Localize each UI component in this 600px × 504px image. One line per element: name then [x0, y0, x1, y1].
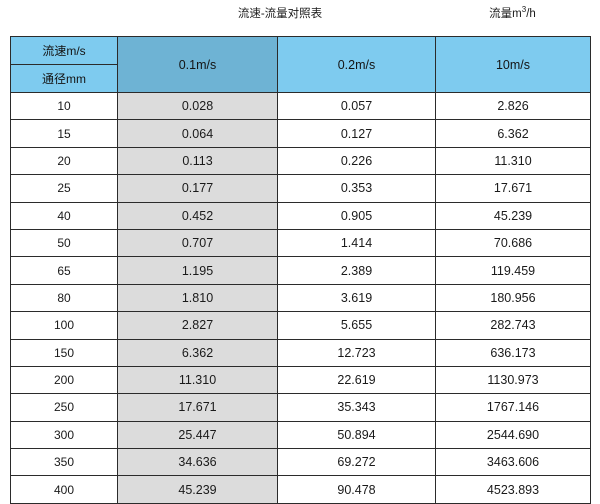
cell-flow-0-2ms: 12.723 — [277, 338, 436, 367]
cell-diameter: 250 — [10, 393, 118, 422]
column-header-0-2ms: 0.2m/s — [277, 36, 436, 93]
cell-flow-0-1ms: 2.827 — [117, 311, 278, 340]
flow-velocity-table-wrapper: 流速m/s 0.1m/s 0.2m/s 10m/s 通径mm 10 0.028 0.… — [10, 36, 591, 504]
flow-velocity-table: 流速m/s 0.1m/s 0.2m/s 10m/s 通径mm 10 0.028 0.… — [10, 36, 591, 504]
cell-flow-0-1ms: 34.636 — [117, 448, 278, 477]
cell-flow-10ms: 1130.973 — [435, 365, 591, 395]
table-row: 80 1.810 3.619 180.956 — [10, 283, 591, 313]
cell-flow-10ms: 2544.690 — [435, 420, 591, 450]
cell-flow-0-2ms: 69.272 — [277, 448, 436, 477]
header-row-diameter: 通径mm — [10, 64, 591, 93]
cell-flow-10ms: 45.239 — [435, 201, 591, 230]
cell-flow-0-1ms: 17.671 — [117, 393, 278, 422]
cell-flow-10ms: 4523.893 — [435, 475, 591, 504]
cell-flow-0-1ms: 0.113 — [117, 146, 278, 176]
cell-flow-0-1ms: 0.177 — [117, 174, 278, 203]
cell-flow-0-1ms: 0.707 — [117, 228, 278, 258]
cell-flow-0-1ms: 0.028 — [117, 91, 278, 121]
cell-flow-0-2ms: 0.057 — [277, 91, 436, 121]
table-row: 150 6.362 12.723 636.173 — [10, 338, 591, 367]
cell-flow-0-2ms: 35.343 — [277, 393, 436, 422]
table-row: 250 17.671 35.343 1767.146 — [10, 393, 591, 422]
cell-flow-10ms: 282.743 — [435, 311, 591, 340]
cell-diameter: 200 — [10, 365, 118, 395]
cell-flow-0-2ms: 0.353 — [277, 174, 436, 203]
cell-flow-0-1ms: 6.362 — [117, 338, 278, 367]
column-header-0-1ms: 0.1m/s — [117, 36, 278, 93]
cell-diameter: 80 — [10, 283, 118, 313]
cell-flow-0-1ms: 1.195 — [117, 256, 278, 285]
table-row: 50 0.707 1.414 70.686 — [10, 228, 591, 258]
table-row: 400 45.239 90.478 4523.893 — [10, 475, 591, 504]
cell-flow-0-2ms: 22.619 — [277, 365, 436, 395]
cell-diameter: 10 — [10, 91, 118, 121]
table-row: 100 2.827 5.655 282.743 — [10, 311, 591, 340]
flow-unit-suffix: /h — [526, 8, 536, 20]
cell-flow-0-1ms: 25.447 — [117, 420, 278, 450]
cell-diameter: 15 — [10, 119, 118, 148]
cell-flow-0-1ms: 1.810 — [117, 283, 278, 313]
cell-flow-0-2ms: 0.905 — [277, 201, 436, 230]
cell-flow-10ms: 180.956 — [435, 283, 591, 313]
cell-flow-10ms: 636.173 — [435, 338, 591, 367]
cell-flow-0-2ms: 0.226 — [277, 146, 436, 176]
cell-flow-0-2ms: 50.894 — [277, 420, 436, 450]
table-body: 10 0.028 0.057 2.826 15 0.064 0.127 6.362 20 0.11… — [10, 91, 591, 504]
cell-flow-0-2ms: 1.414 — [277, 228, 436, 258]
table-row: 20 0.113 0.226 11.310 — [10, 146, 591, 176]
table-row: 25 0.177 0.353 17.671 — [10, 174, 591, 203]
cell-flow-0-1ms: 0.452 — [117, 201, 278, 230]
cell-flow-0-2ms: 5.655 — [277, 311, 436, 340]
table-header: 流速m/s 0.1m/s 0.2m/s 10m/s 通径mm — [10, 36, 591, 93]
cell-diameter: 40 — [10, 201, 118, 230]
cell-diameter: 65 — [10, 256, 118, 285]
corner-header-velocity: 流速m/s — [10, 36, 118, 65]
column-header-10ms: 10m/s — [435, 36, 591, 93]
corner-header-diameter: 通径mm — [10, 64, 118, 93]
cell-flow-10ms: 17.671 — [435, 174, 591, 203]
cell-flow-0-2ms: 2.389 — [277, 256, 436, 285]
table-row: 65 1.195 2.389 119.459 — [10, 256, 591, 285]
cell-flow-0-1ms: 11.310 — [117, 365, 278, 395]
cell-flow-0-2ms: 0.127 — [277, 119, 436, 148]
cell-flow-0-2ms: 3.619 — [277, 283, 436, 313]
table-row: 300 25.447 50.894 2544.690 — [10, 420, 591, 450]
flow-unit-label: 流量m3/h — [435, 5, 590, 22]
page-title: 流速-流量对照表 — [237, 8, 323, 20]
cell-diameter: 25 — [10, 174, 118, 203]
cell-flow-0-1ms: 0.064 — [117, 119, 278, 148]
cell-diameter: 150 — [10, 338, 118, 367]
flow-unit-prefix: 流量m — [489, 8, 522, 20]
header-row-velocity: 流速m/s 0.1m/s 0.2m/s 10m/s — [10, 36, 591, 93]
flow-unit-superscript: 3 — [521, 5, 527, 15]
cell-diameter: 50 — [10, 228, 118, 258]
cell-diameter: 300 — [10, 420, 118, 450]
table-row: 10 0.028 0.057 2.826 — [10, 91, 591, 121]
cell-flow-10ms: 2.826 — [435, 91, 591, 121]
cell-flow-0-1ms: 45.239 — [117, 475, 278, 504]
cell-flow-10ms: 6.362 — [435, 119, 591, 148]
cell-diameter: 400 — [10, 475, 118, 504]
cell-diameter: 100 — [10, 311, 118, 340]
cell-flow-10ms: 1767.146 — [435, 393, 591, 422]
table-row: 200 11.310 22.619 1130.973 — [10, 365, 591, 395]
cell-flow-10ms: 3463.606 — [435, 448, 591, 477]
table-row: 40 0.452 0.905 45.239 — [10, 201, 591, 230]
cell-diameter: 350 — [10, 448, 118, 477]
cell-flow-0-2ms: 90.478 — [277, 475, 436, 504]
table-row: 350 34.636 69.272 3463.606 — [10, 448, 591, 477]
cell-diameter: 20 — [10, 146, 118, 176]
caption-row: 流速-流量对照表 流量m3/h — [0, 0, 600, 36]
cell-flow-10ms: 11.310 — [435, 146, 591, 176]
cell-flow-10ms: 70.686 — [435, 228, 591, 258]
table-row: 15 0.064 0.127 6.362 — [10, 119, 591, 148]
cell-flow-10ms: 119.459 — [435, 256, 591, 285]
